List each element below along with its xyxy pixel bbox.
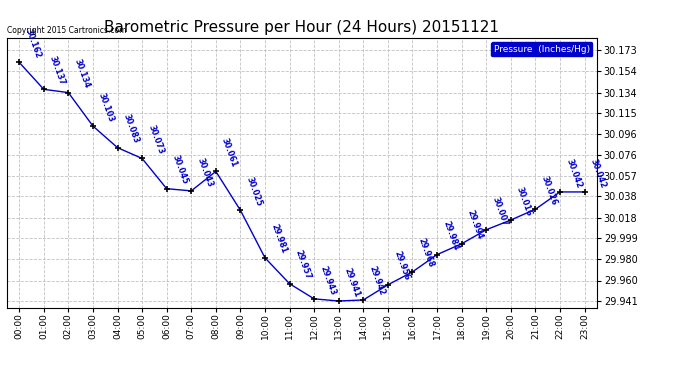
Text: Copyright 2015 Cartronics.com: Copyright 2015 Cartronics.com — [7, 26, 126, 35]
Text: 30.083: 30.083 — [121, 113, 141, 145]
Text: 30.042: 30.042 — [564, 157, 583, 189]
Text: 30.026: 30.026 — [540, 174, 558, 207]
Legend: Pressure  (Inches/Hg): Pressure (Inches/Hg) — [491, 42, 592, 56]
Text: 29.941: 29.941 — [343, 266, 362, 298]
Text: 30.137: 30.137 — [48, 55, 67, 87]
Text: 29.943: 29.943 — [318, 264, 337, 296]
Text: 29.994: 29.994 — [466, 209, 485, 241]
Text: 29.942: 29.942 — [368, 265, 386, 297]
Text: 30.103: 30.103 — [97, 92, 116, 123]
Text: 30.025: 30.025 — [244, 176, 264, 207]
Text: 30.162: 30.162 — [23, 28, 42, 60]
Text: 30.134: 30.134 — [72, 58, 92, 90]
Text: 30.045: 30.045 — [171, 154, 190, 186]
Text: 29.956: 29.956 — [392, 250, 411, 282]
Text: 30.007: 30.007 — [491, 195, 509, 227]
Text: 30.061: 30.061 — [220, 137, 239, 169]
Text: 29.984: 29.984 — [441, 220, 460, 252]
Text: 30.073: 30.073 — [146, 124, 165, 156]
Text: 29.957: 29.957 — [294, 249, 313, 281]
Title: Barometric Pressure per Hour (24 Hours) 20151121: Barometric Pressure per Hour (24 Hours) … — [104, 20, 500, 35]
Text: 29.981: 29.981 — [269, 223, 288, 255]
Text: 30.042: 30.042 — [589, 157, 608, 189]
Text: 30.016: 30.016 — [515, 185, 534, 217]
Text: 29.968: 29.968 — [417, 237, 435, 269]
Text: 30.043: 30.043 — [195, 156, 215, 188]
